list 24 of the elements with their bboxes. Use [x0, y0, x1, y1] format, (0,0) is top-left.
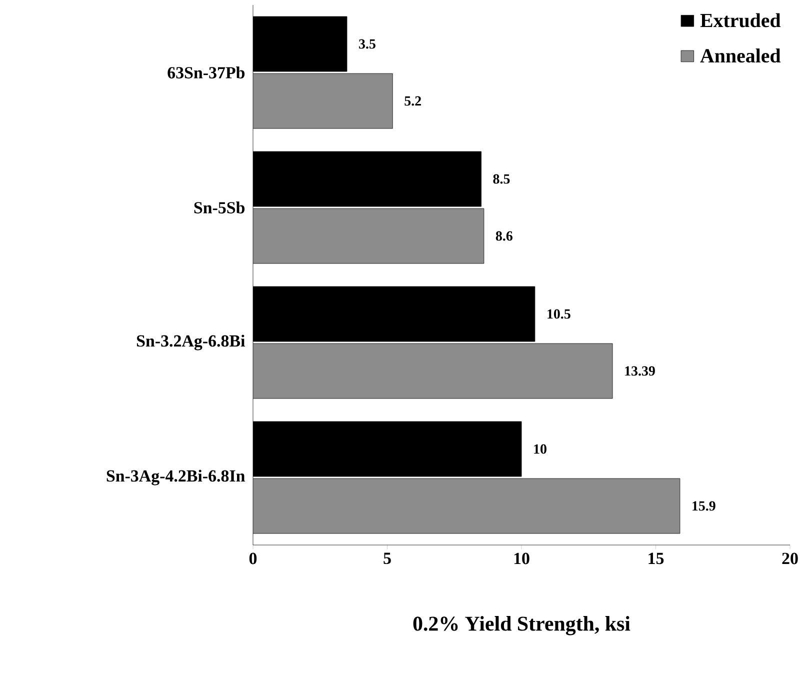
y-tick-label: Sn-3.2Ag-6.8Bi — [136, 334, 245, 350]
data-label: 3.5 — [359, 39, 376, 49]
data-label: 8.5 — [493, 174, 510, 184]
x-tick-label: 15 — [648, 552, 664, 564]
data-label: 15.9 — [692, 501, 716, 511]
x-tick-label: 5 — [384, 552, 391, 564]
data-label: 13.39 — [625, 366, 655, 376]
x-tick-label: 10 — [514, 552, 530, 564]
x-axis-title: 0.2% Yield Strength, ksi — [413, 616, 630, 636]
y-tick-label: Sn-5Sb — [194, 202, 245, 214]
bar — [253, 343, 613, 399]
bar — [253, 73, 393, 129]
legend-label: Extruded — [700, 13, 781, 28]
bar — [253, 208, 484, 264]
bar — [253, 478, 680, 534]
x-tick-label: 0 — [249, 552, 257, 564]
y-tick-label: Sn-3Ag-4.2Bi-6.8In — [106, 470, 245, 486]
data-label: 8.6 — [496, 231, 512, 241]
y-tick-label: 63Sn-37Pb — [168, 66, 245, 78]
x-tick-label: 20 — [782, 552, 798, 564]
data-label: 10.5 — [548, 309, 570, 319]
data-label: 5.2 — [404, 96, 421, 106]
data-label: 10 — [534, 444, 546, 454]
legend-label: Annealed — [700, 48, 781, 63]
